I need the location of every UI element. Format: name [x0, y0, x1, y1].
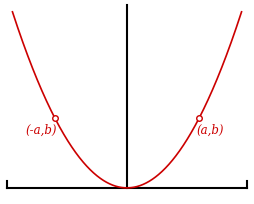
- Text: (a,b): (a,b): [197, 123, 224, 136]
- Text: (-a,b): (-a,b): [26, 123, 57, 136]
